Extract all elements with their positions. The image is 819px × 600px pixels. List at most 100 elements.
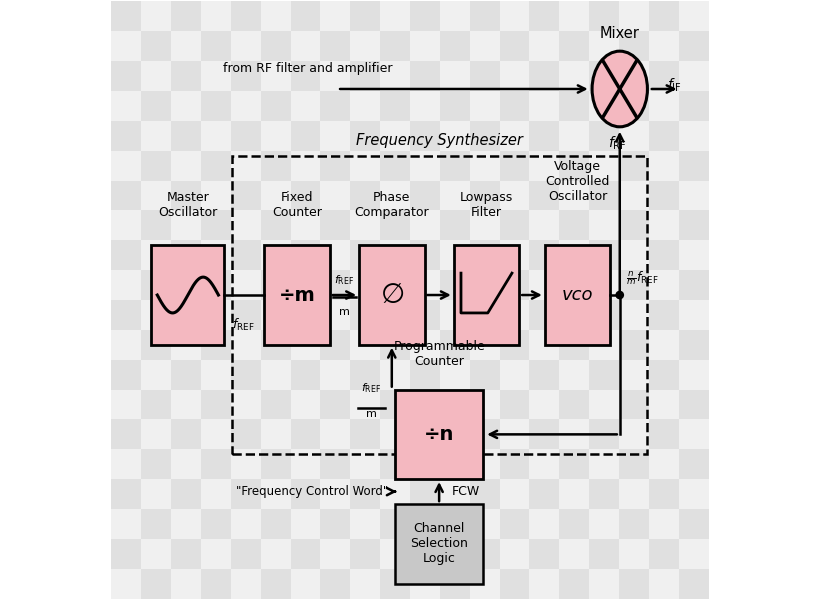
Bar <box>559 1 588 31</box>
Bar <box>290 569 320 599</box>
Bar <box>439 240 469 270</box>
Bar <box>380 419 410 449</box>
Bar <box>469 539 499 569</box>
Text: $f_{\mathrm{IF}}$: $f_{\mathrm{IF}}$ <box>667 76 681 94</box>
Bar <box>264 245 329 345</box>
Bar <box>380 121 410 151</box>
Bar <box>350 539 380 569</box>
Bar <box>469 330 499 360</box>
Bar <box>439 1 469 31</box>
Bar <box>141 270 171 300</box>
Bar <box>320 479 350 509</box>
Bar <box>499 419 529 449</box>
Bar <box>141 121 171 151</box>
Bar <box>588 121 618 151</box>
Bar <box>171 360 201 389</box>
Bar <box>350 479 380 509</box>
Bar <box>201 449 231 479</box>
Bar <box>111 211 141 240</box>
Text: from RF filter and amplifier: from RF filter and amplifier <box>223 62 392 75</box>
Bar <box>588 1 618 31</box>
Bar <box>469 240 499 270</box>
Bar <box>529 389 559 419</box>
Bar <box>290 151 320 181</box>
Bar <box>469 389 499 419</box>
Bar <box>201 330 231 360</box>
Bar <box>648 121 678 151</box>
Bar <box>529 509 559 539</box>
Bar <box>350 181 380 211</box>
Bar <box>350 419 380 449</box>
Text: $f_{\mathrm{REF}}$: $f_{\mathrm{REF}}$ <box>361 381 381 395</box>
Bar <box>231 61 260 91</box>
Bar <box>410 330 439 360</box>
Bar <box>320 181 350 211</box>
Bar <box>469 151 499 181</box>
Bar <box>410 1 439 31</box>
Bar <box>529 330 559 360</box>
Bar <box>678 31 708 61</box>
Bar <box>588 211 618 240</box>
Text: m: m <box>365 409 377 419</box>
Bar <box>380 449 410 479</box>
Bar <box>231 181 260 211</box>
Bar <box>559 300 588 330</box>
Bar <box>320 1 350 31</box>
Bar <box>499 1 529 31</box>
Bar <box>410 300 439 330</box>
Bar <box>260 61 290 91</box>
Bar <box>439 61 469 91</box>
Bar <box>499 121 529 151</box>
Bar <box>141 91 171 121</box>
Bar <box>201 300 231 330</box>
Bar <box>499 91 529 121</box>
Bar <box>410 240 439 270</box>
Bar <box>320 360 350 389</box>
Text: ÷m: ÷m <box>278 286 315 305</box>
Bar <box>648 330 678 360</box>
Bar <box>588 240 618 270</box>
Bar <box>111 61 141 91</box>
Bar <box>588 360 618 389</box>
Bar <box>201 270 231 300</box>
Bar <box>111 479 141 509</box>
Bar <box>469 419 499 449</box>
Bar <box>410 419 439 449</box>
Bar <box>260 539 290 569</box>
Bar <box>111 539 141 569</box>
Bar <box>410 389 439 419</box>
Bar <box>469 449 499 479</box>
Bar <box>111 569 141 599</box>
Bar <box>499 569 529 599</box>
Bar <box>410 121 439 151</box>
Bar <box>171 61 201 91</box>
Text: vco: vco <box>561 286 592 304</box>
Bar <box>350 389 380 419</box>
Bar <box>201 479 231 509</box>
Bar <box>410 151 439 181</box>
Bar <box>171 389 201 419</box>
Bar <box>618 151 648 181</box>
Text: "Frequency Control Word": "Frequency Control Word" <box>236 485 387 498</box>
Bar <box>320 151 350 181</box>
Bar <box>201 509 231 539</box>
Bar <box>439 181 469 211</box>
Bar <box>529 300 559 330</box>
Bar <box>359 245 424 345</box>
Bar <box>141 61 171 91</box>
Bar <box>469 569 499 599</box>
Bar <box>439 270 469 300</box>
Bar <box>588 31 618 61</box>
Bar <box>559 151 588 181</box>
Bar <box>290 360 320 389</box>
Bar <box>499 240 529 270</box>
Bar <box>201 240 231 270</box>
Bar <box>201 31 231 61</box>
Bar <box>320 449 350 479</box>
Bar <box>678 360 708 389</box>
Bar <box>618 300 648 330</box>
Bar <box>439 121 469 151</box>
Bar <box>648 270 678 300</box>
Bar <box>141 1 171 31</box>
Bar <box>171 330 201 360</box>
